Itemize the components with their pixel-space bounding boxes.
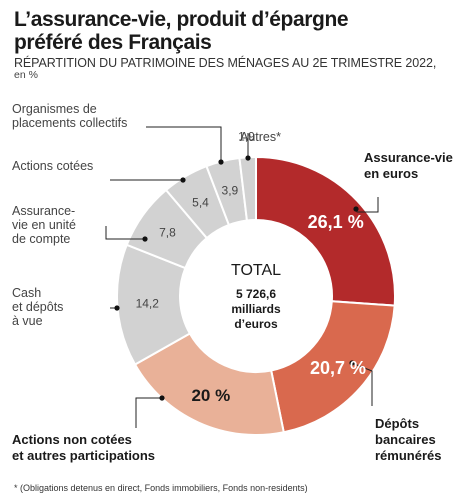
category-label-line: Assurance-	[12, 204, 75, 218]
title-line-2: préféré des Français	[14, 31, 212, 54]
value-label-8: 1,9	[238, 129, 255, 143]
leader-line-5	[105, 226, 145, 240]
category-label-line: vie en unité	[12, 218, 76, 232]
category-label-line: placements collectifs	[12, 116, 127, 130]
category-label-4: Cash et dépôts à vue	[12, 286, 63, 328]
center-total-unit-1: milliards	[231, 302, 281, 316]
category-label-line: Autres*	[240, 130, 281, 144]
leader-lines	[105, 126, 379, 428]
value-label-2: 20,7 %	[310, 358, 366, 378]
leader-dot-8	[245, 155, 251, 161]
value-label-6: 5,4	[192, 195, 209, 209]
category-label-line: et dépôts	[12, 300, 63, 314]
unit-label: en %	[14, 69, 38, 81]
title-line-1: L’assurance-vie, produit d’épargne	[14, 8, 349, 31]
leader-dot-7	[218, 159, 224, 165]
center-total-label: TOTAL	[231, 262, 281, 279]
donut-slice-1	[255, 155, 396, 307]
leader-dot-1	[353, 206, 359, 212]
center-total: TOTAL 5 726,6 milliards d’euros	[231, 262, 281, 331]
category-label-line: Dépôts	[375, 416, 419, 431]
leader-line-3	[135, 397, 162, 428]
category-label-line: Actions non cotées	[12, 432, 132, 447]
category-label-line: en euros	[364, 166, 418, 181]
leader-line-7	[146, 126, 222, 162]
category-label-line: rémunérés	[375, 448, 441, 463]
value-label-5: 7,8	[159, 226, 176, 240]
leader-dot-3	[159, 395, 165, 401]
category-label-2: Dépôts bancaires rémunérés	[375, 416, 441, 463]
category-label-3: Actions non cotées et autres participatio…	[12, 432, 155, 463]
center-total-unit-2: d’euros	[234, 317, 278, 331]
value-label-4: 14,2	[136, 297, 160, 311]
leader-dot-6	[180, 177, 186, 183]
category-label-line: bancaires	[375, 432, 436, 447]
leader-dot-2	[349, 360, 355, 366]
footnote: * (Obligations detenus en direct, Fonds …	[14, 483, 308, 493]
category-label-line: à vue	[12, 314, 43, 328]
value-label-7: 3,9	[222, 183, 239, 197]
donut-slices	[116, 155, 396, 436]
category-label-8: Autres*	[240, 130, 281, 144]
chart-title: L’assurance-vie, produit d’épargne préfé…	[14, 8, 464, 54]
category-label-7: Organismes de placements collectifs	[12, 102, 127, 130]
category-label-line: et autres participations	[12, 448, 155, 463]
category-label-line: Organismes de	[12, 102, 97, 116]
category-label-5: Assurance-vie en unité de compte	[12, 204, 76, 246]
chart-subtitle: RÉPARTITION DU PATRIMOINE DES MÉNAGES AU…	[14, 56, 437, 70]
center-total-value: 5 726,6	[236, 287, 276, 301]
donut-slice-8	[238, 155, 257, 222]
leader-line-2	[351, 362, 373, 406]
value-label-3: 20 %	[191, 386, 230, 405]
value-label-1: 26,1 %	[308, 212, 364, 232]
category-labels: 26,1 % Assurance-vie en euros 20,7 % Dépôts b…	[12, 102, 453, 463]
donut-slice-2	[269, 300, 396, 434]
category-label-line: de compte	[12, 232, 70, 246]
category-label-1: Assurance-vie en euros	[364, 150, 453, 181]
leader-dot-4	[114, 305, 120, 311]
category-label-6: Actions cotées	[12, 159, 93, 173]
category-label-line: Assurance-vie	[364, 150, 453, 165]
category-label-line: Cash	[12, 286, 41, 300]
category-label-line: Actions cotées	[12, 159, 93, 173]
leader-dot-5	[142, 236, 148, 242]
